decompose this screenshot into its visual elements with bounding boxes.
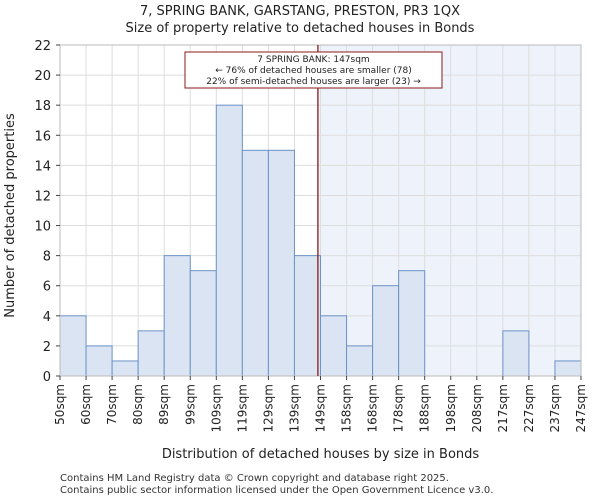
histogram-bar (267, 149, 295, 377)
y-tick-label: 16 (34, 129, 51, 144)
y-axis-label: Number of detached properties (3, 113, 18, 318)
footer-attribution: Contains HM Land Registry data © Crown c… (60, 473, 449, 484)
y-tick-label: 10 (34, 220, 51, 235)
histogram-bar (502, 330, 530, 377)
annotation-box (184, 51, 443, 89)
chart-title: 7, SPRING BANK, GARSTANG, PRESTON, PR3 1… (139, 4, 461, 19)
y-tick-label: 0 (43, 370, 51, 385)
x-tick-label: 178sqm (392, 384, 406, 432)
histogram-bar (189, 270, 217, 377)
histogram-bar (111, 360, 139, 377)
histogram-bar (163, 255, 191, 377)
x-tick-label: 198sqm (444, 384, 458, 432)
x-tick-label: 109sqm (209, 384, 223, 432)
x-tick-label: 119sqm (235, 384, 249, 432)
y-tick-label: 8 (43, 250, 51, 265)
x-tick-label: 247sqm (574, 384, 588, 432)
y-tick-label: 4 (43, 310, 51, 325)
chart-subtitle: Size of property relative to detached ho… (125, 21, 475, 36)
x-tick-label: 139sqm (287, 384, 301, 432)
histogram-bar (137, 330, 165, 377)
annotation-line-3: 22% of semi-detached houses are larger (… (206, 77, 421, 87)
highlight-region (317, 45, 581, 376)
annotation-line-1: 7 SPRING BANK: 147sqm (257, 55, 369, 65)
histogram-bar (293, 255, 322, 377)
histogram-bar (398, 270, 426, 377)
x-tick-label: 149sqm (314, 384, 328, 432)
x-tick-label: 208sqm (470, 384, 484, 432)
histogram-bar (554, 360, 582, 377)
x-tick-label: 70sqm (105, 384, 119, 425)
histogram-bar (241, 149, 269, 377)
y-tick-label: 20 (34, 69, 51, 84)
x-tick-label: 129sqm (261, 384, 275, 432)
histogram-bar (85, 345, 113, 377)
x-tick-label: 217sqm (496, 384, 510, 432)
y-tick-label: 12 (34, 189, 51, 204)
x-tick-label: 168sqm (366, 384, 380, 432)
x-tick-label: 158sqm (340, 384, 354, 432)
footer-licence: Contains public sector information licen… (60, 485, 494, 496)
x-axis-label: Distribution of detached houses by size … (162, 447, 480, 462)
histogram-bar (320, 315, 348, 377)
y-tick-label: 2 (43, 340, 51, 355)
x-tick-label: 227sqm (522, 384, 536, 432)
y-tick-label: 18 (34, 99, 51, 114)
x-tick-label: 50sqm (53, 384, 67, 425)
x-tick-label: 99sqm (183, 384, 197, 425)
x-tick-label: 60sqm (79, 384, 93, 425)
histogram-bar (215, 104, 243, 377)
histogram-bar (59, 315, 87, 377)
annotation-line-2: ← 76% of detached houses are smaller (78… (215, 66, 412, 76)
y-tick-label: 22 (34, 39, 51, 54)
x-tick-label: 80sqm (131, 384, 145, 425)
x-tick-label: 237sqm (548, 384, 562, 432)
x-tick-label: 188sqm (418, 384, 432, 432)
x-tick-label: 89sqm (157, 384, 171, 425)
y-tick-label: 6 (43, 280, 51, 295)
y-tick-label: 14 (34, 159, 51, 174)
histogram-bar (372, 285, 400, 377)
histogram-bar (346, 345, 374, 377)
